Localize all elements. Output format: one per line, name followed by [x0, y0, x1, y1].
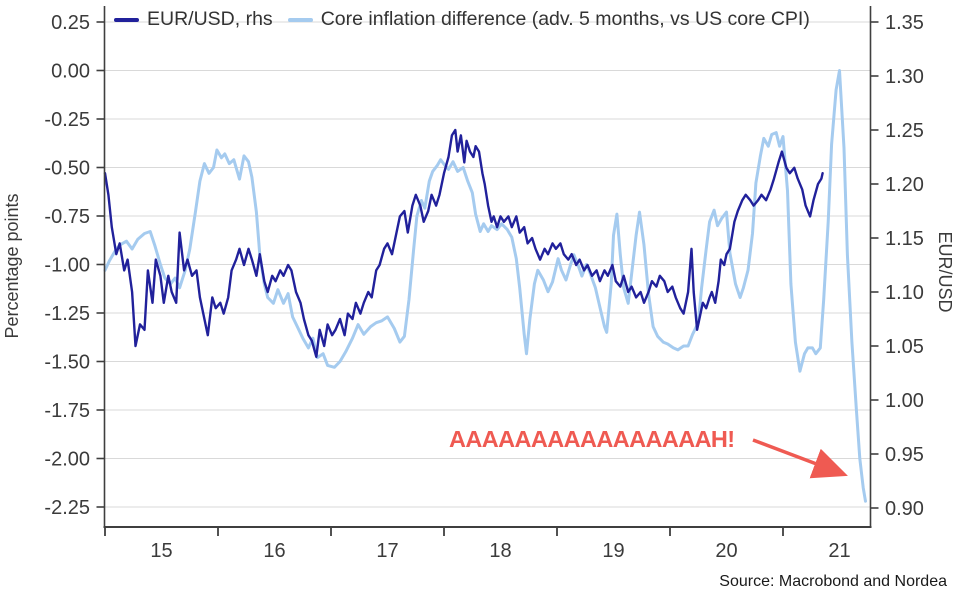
- left-tick-label: -0.25: [44, 109, 90, 131]
- right-tick-label: 1.35: [885, 12, 924, 34]
- axis-layer: 0.25 0.00 -0.25 -0.50 -0.75 -1.00 -1.25 -1.50 -1…: [44, 12, 924, 562]
- x-tick-label: 20: [715, 540, 737, 562]
- legend: EUR/USD, rhs Core inflation difference (…: [114, 8, 810, 31]
- left-tick-label: -2.00: [44, 449, 90, 471]
- left-tick-label: -0.50: [44, 158, 90, 180]
- left-tick-label: 0.00: [51, 61, 90, 83]
- eurusd-line: [103, 128, 824, 358]
- left-tick-label: -0.75: [44, 206, 90, 228]
- series-layer: [103, 69, 867, 503]
- right-axis-title: EUR/USD: [935, 231, 955, 312]
- right-tick-label: 1.05: [885, 336, 924, 358]
- x-tick-label: 17: [376, 540, 398, 562]
- legend-item-eurusd: EUR/USD, rhs: [114, 8, 273, 31]
- left-tick-label: -2.25: [44, 497, 90, 519]
- x-tick-label: 16: [263, 540, 285, 562]
- x-tick-label: 18: [489, 540, 511, 562]
- annotation-arrow: [752, 438, 848, 479]
- right-tick-label: 1.00: [885, 390, 924, 412]
- legend-swatch-core-inflation: [287, 17, 313, 22]
- legend-label-eurusd: EUR/USD, rhs: [147, 8, 273, 30]
- x-tick-label: 19: [602, 540, 624, 562]
- right-tick-label: 1.15: [885, 228, 924, 250]
- x-tick-label: 15: [150, 540, 172, 562]
- left-tick-label: 0.25: [51, 12, 90, 34]
- core-inflation-line: [103, 69, 867, 503]
- right-tick-label: 1.20: [885, 174, 924, 196]
- grid-layer: [105, 21, 870, 508]
- right-tick-label: 1.25: [885, 120, 924, 142]
- right-tick-label: 0.90: [885, 498, 924, 520]
- scream-annotation: AAAAAAAAAAAAAAAAH!: [449, 426, 735, 452]
- left-tick-label: -1.25: [44, 303, 90, 325]
- legend-item-core-inflation: Core inflation difference (adv. 5 months…: [287, 8, 810, 31]
- legend-swatch-eurusd: [114, 17, 139, 22]
- left-tick-label: -1.75: [44, 400, 90, 422]
- right-tick-label: 1.10: [885, 282, 924, 304]
- left-axis-title: Percentage points: [2, 193, 22, 338]
- x-tick-label: 21: [828, 540, 850, 562]
- left-tick-label: -1.00: [44, 255, 90, 277]
- source-caption: Source: Macrobond and Nordea: [719, 573, 947, 590]
- right-tick-label: 0.95: [885, 444, 924, 466]
- left-tick-label: -1.50: [44, 352, 90, 374]
- right-tick-label: 1.30: [885, 66, 924, 88]
- legend-label-core-inflation: Core inflation difference (adv. 5 months…: [320, 8, 810, 30]
